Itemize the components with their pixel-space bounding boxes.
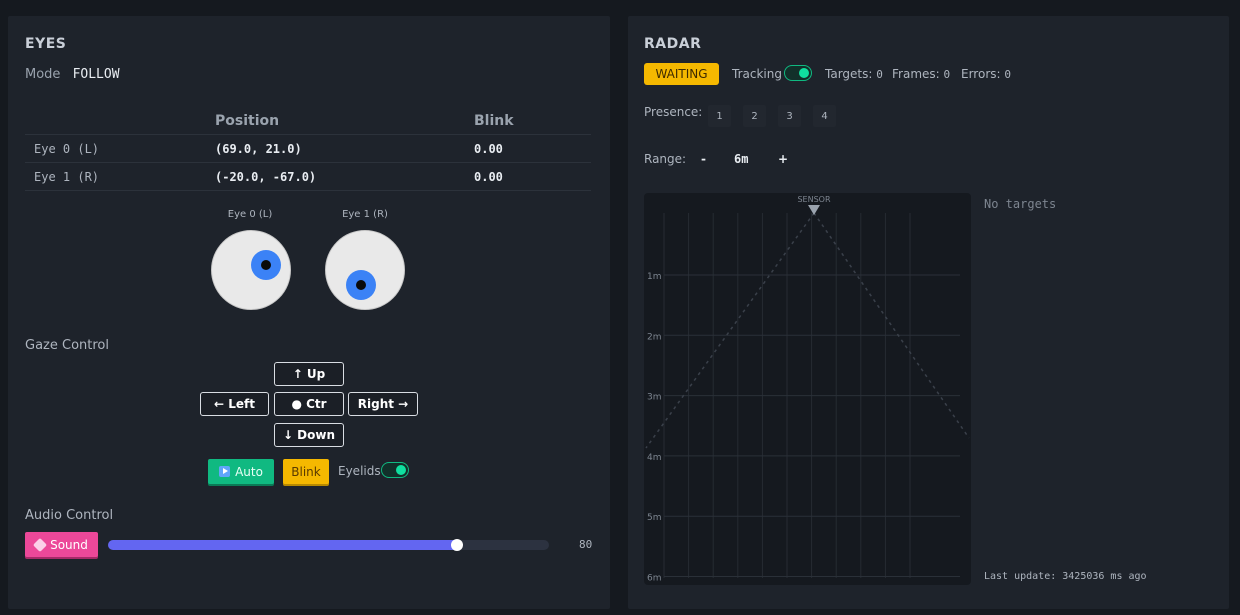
eye-name: Eye 1 (R) bbox=[25, 162, 215, 191]
radar-distance-label: 4m bbox=[647, 453, 662, 463]
gaze-left-button[interactable]: ← Left bbox=[200, 392, 269, 416]
targets-stat: Targets: 0 bbox=[825, 67, 883, 81]
auto-button-label: Auto bbox=[235, 464, 263, 479]
eye-preview-label-right: Eye 1 (R) bbox=[342, 209, 388, 220]
status-badge: WAITING bbox=[644, 63, 719, 85]
eye-state-table: Position Blink Eye 0 (L) (69.0, 21.0) 0.… bbox=[25, 108, 591, 191]
pupil-right bbox=[355, 279, 366, 290]
frames-label: Frames: bbox=[892, 67, 940, 81]
table-header-position: Position bbox=[215, 108, 474, 135]
volume-slider-fill bbox=[108, 540, 461, 550]
mode-label: Mode bbox=[25, 67, 61, 82]
radar-distance-label: 2m bbox=[647, 332, 662, 342]
auto-button[interactable]: Auto bbox=[208, 459, 274, 484]
presence-zone-2: 2 bbox=[743, 105, 766, 127]
presence-zone-3: 3 bbox=[778, 105, 801, 127]
errors-value: 0 bbox=[1004, 68, 1011, 81]
presence-zone-4: 4 bbox=[813, 105, 836, 127]
toggle-knob bbox=[396, 465, 406, 475]
radar-title: RADAR bbox=[644, 36, 702, 52]
eye-blink: 0.00 bbox=[474, 134, 591, 163]
blink-button[interactable]: Blink bbox=[283, 459, 329, 484]
eye-name: Eye 0 (L) bbox=[25, 134, 215, 163]
tracking-toggle[interactable] bbox=[784, 65, 812, 81]
eyeball-left bbox=[211, 230, 291, 310]
last-update-text: Last update: 3425036 ms ago bbox=[984, 571, 1147, 582]
eyes-panel: EYES Mode FOLLOW Position Blink Eye 0 (L… bbox=[8, 16, 610, 609]
audio-control-label: Audio Control bbox=[25, 508, 114, 523]
mode-value: FOLLOW bbox=[72, 67, 120, 82]
radar-distance-label: 3m bbox=[647, 393, 662, 403]
errors-label: Errors: bbox=[961, 67, 1001, 81]
volume-slider-thumb[interactable] bbox=[451, 539, 463, 551]
range-increase-button[interactable]: + bbox=[778, 152, 789, 166]
sensor-icon bbox=[808, 205, 820, 215]
no-targets-text: No targets bbox=[984, 197, 1057, 211]
fov-left-line bbox=[645, 212, 815, 449]
targets-value: 0 bbox=[876, 68, 883, 81]
gaze-center-button[interactable]: ● Ctr bbox=[274, 392, 344, 416]
radar-distance-label: 6m bbox=[647, 574, 662, 584]
gaze-control-label: Gaze Control bbox=[25, 338, 109, 353]
gaze-right-button[interactable]: Right → bbox=[348, 392, 418, 416]
eyelids-label: Eyelids bbox=[338, 464, 381, 478]
last-update-value: Last update: 3425036 ms ago bbox=[984, 571, 1147, 582]
radar-plot: SENSOR 1m 2m 3m 4m 5m 6m bbox=[644, 193, 971, 585]
sound-button[interactable]: Sound bbox=[25, 532, 98, 557]
gaze-down-button[interactable]: ↓ Down bbox=[274, 423, 344, 447]
frames-stat: Frames: 0 bbox=[892, 67, 950, 81]
volume-value: 80 bbox=[579, 538, 593, 551]
table-header-row: Position Blink bbox=[25, 108, 591, 135]
radar-distance-label: 1m bbox=[647, 272, 662, 282]
tracking-label: Tracking bbox=[732, 67, 782, 81]
table-row: Eye 1 (R) (-20.0, -67.0) 0.00 bbox=[25, 162, 591, 191]
radar-distance-labels: 1m 2m 3m 4m 5m 6m bbox=[647, 272, 662, 584]
eye-preview-label-left: Eye 0 (L) bbox=[227, 209, 273, 220]
toggle-knob bbox=[799, 68, 809, 78]
radar-panel: RADAR WAITING Tracking Targets: 0 Frames… bbox=[628, 16, 1229, 609]
radar-distance-label: 5m bbox=[647, 513, 662, 523]
iris-left bbox=[251, 250, 282, 281]
frames-value: 0 bbox=[943, 68, 951, 81]
presence-label: Presence: bbox=[644, 105, 703, 119]
eye-position: (-20.0, -67.0) bbox=[215, 162, 474, 191]
eye-position: (69.0, 21.0) bbox=[215, 134, 474, 163]
targets-label: Targets: bbox=[825, 67, 873, 81]
table-header-blink: Blink bbox=[474, 108, 591, 135]
eyes-title: EYES bbox=[25, 36, 67, 52]
play-icon bbox=[219, 466, 231, 477]
iris-right bbox=[345, 269, 376, 300]
range-decrease-button[interactable]: - bbox=[701, 152, 706, 166]
sensor-label: SENSOR bbox=[797, 195, 830, 204]
radar-range-gridlines bbox=[664, 274, 960, 577]
range-value: 6m bbox=[734, 152, 749, 166]
eyelids-toggle[interactable] bbox=[381, 462, 409, 478]
mode-row: Mode FOLLOW bbox=[25, 67, 120, 82]
sound-button-label: Sound bbox=[50, 537, 88, 552]
presence-zone-1: 1 bbox=[708, 105, 731, 127]
volume-slider[interactable] bbox=[108, 539, 549, 551]
radar-background bbox=[644, 193, 971, 585]
pupil-left bbox=[261, 260, 272, 271]
gaze-up-button[interactable]: ↑ Up bbox=[274, 362, 344, 386]
eyeball-right bbox=[325, 230, 405, 310]
table-row: Eye 0 (L) (69.0, 21.0) 0.00 bbox=[25, 134, 591, 163]
errors-stat: Errors: 0 bbox=[961, 67, 1011, 81]
range-label: Range: bbox=[644, 152, 687, 166]
eye-blink: 0.00 bbox=[474, 162, 591, 191]
speaker-icon bbox=[33, 537, 48, 552]
table-header-name bbox=[25, 108, 215, 135]
